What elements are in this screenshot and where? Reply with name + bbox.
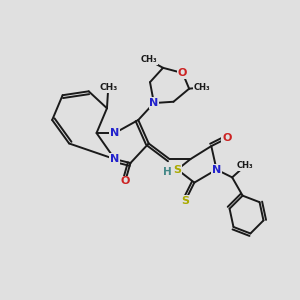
Text: N: N — [149, 98, 158, 108]
Text: N: N — [212, 165, 221, 175]
Text: N: N — [110, 128, 119, 138]
Text: O: O — [222, 133, 232, 143]
Text: CH₃: CH₃ — [194, 83, 211, 92]
Text: O: O — [121, 176, 130, 186]
Text: CH₃: CH₃ — [237, 161, 253, 170]
Text: S: S — [173, 165, 181, 175]
Text: O: O — [178, 68, 187, 78]
Text: S: S — [181, 196, 189, 206]
Text: CH₃: CH₃ — [140, 56, 157, 64]
Text: N: N — [110, 154, 119, 164]
Text: H: H — [163, 167, 171, 177]
Text: CH₃: CH₃ — [99, 83, 117, 92]
